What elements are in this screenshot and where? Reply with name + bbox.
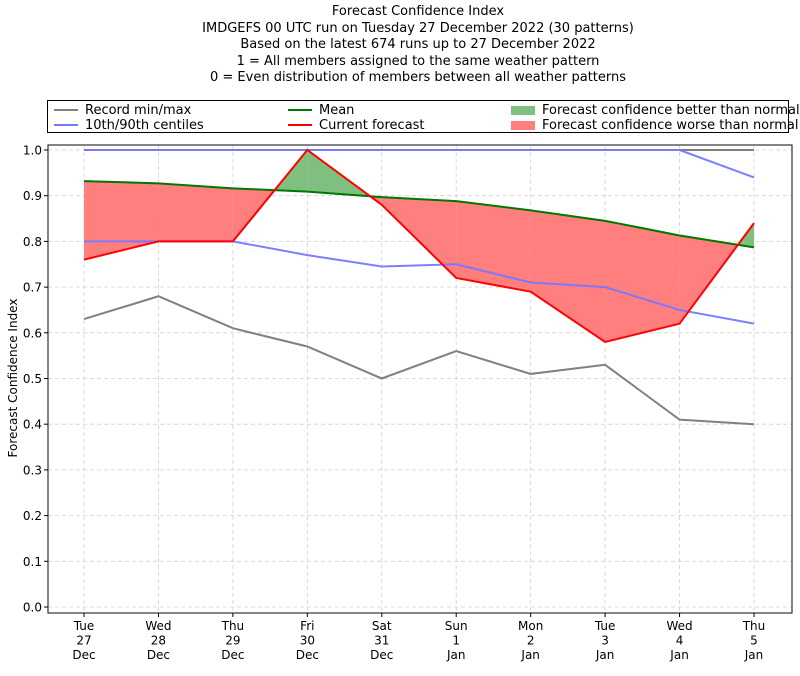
chart-subtitle-4: 0 = Even distribution of members between… <box>209 70 627 85</box>
legend-swatch-centiles <box>54 124 78 126</box>
x-tick-label: Thu <box>742 619 766 633</box>
legend-label-centiles: 10th/90th centiles <box>85 117 204 133</box>
x-tick-label: 29 <box>225 634 240 648</box>
y-tick-label: 0.4 <box>23 418 42 432</box>
chart-title-block: Forecast Confidence Index IMDGEFS 00 UTC… <box>0 4 800 87</box>
x-tick-label: 2 <box>527 634 535 648</box>
legend-item-worse: Forecast confidence worse than normal <box>511 117 799 133</box>
x-tick-label: 1 <box>452 634 460 648</box>
fill-areas <box>84 150 754 342</box>
legend: Record min/max 10th/90th centiles Mean C… <box>47 100 800 133</box>
x-tick-label: Jan <box>446 648 466 662</box>
x-tick-label: Sun <box>445 619 468 633</box>
x-tick-label: Sat <box>372 619 392 633</box>
legend-label-worse: Forecast confidence worse than normal <box>542 117 799 133</box>
y-tick-label: 1.0 <box>23 144 42 158</box>
y-axis-label: Forecast Confidence Index <box>6 299 20 458</box>
x-tick-label: Jan <box>744 648 764 662</box>
legend-swatch-better <box>511 105 535 115</box>
legend-swatch-record <box>54 109 78 111</box>
fill-worse-segment <box>605 220 680 342</box>
series-line-90th-centile <box>84 149 755 179</box>
legend-swatch-worse <box>511 120 535 130</box>
y-tick-label: 0.1 <box>23 555 42 569</box>
chart-subtitle-3: 1 = All members assigned to the same wea… <box>236 53 600 69</box>
axes: 0.00.10.20.30.40.50.60.70.80.91.0Tue27De… <box>23 144 765 663</box>
x-tick-label: Dec <box>296 648 319 662</box>
x-tick-label: 31 <box>374 634 389 648</box>
fill-worse-segment <box>84 181 159 260</box>
legend-label-current: Current forecast <box>319 117 425 133</box>
legend-item-better: Forecast confidence better than normal <box>511 102 800 118</box>
legend-item-centiles: 10th/90th centiles <box>54 117 204 133</box>
x-tick-label: 28 <box>151 634 166 648</box>
series-line-record-min <box>83 295 755 426</box>
y-tick-label: 0.5 <box>23 372 42 386</box>
x-tick-label: Dec <box>370 648 393 662</box>
x-tick-label: Tue <box>73 619 95 633</box>
x-tick-label: 27 <box>76 634 91 648</box>
y-tick-label: 0.3 <box>23 463 42 477</box>
x-tick-label: Dec <box>221 648 244 662</box>
x-tick-label: 4 <box>676 634 684 648</box>
x-tick-label: Fri <box>300 619 314 633</box>
x-tick-label: Tue <box>594 619 616 633</box>
x-tick-label: 30 <box>300 634 315 648</box>
x-tick-label: Dec <box>147 648 170 662</box>
legend-label-record: Record min/max <box>85 102 192 118</box>
y-tick-label: 0.0 <box>23 601 42 615</box>
x-tick-label: Dec <box>72 648 95 662</box>
series-lines <box>83 148 755 426</box>
y-tick-label: 0.6 <box>23 326 42 340</box>
x-tick-label: Thu <box>221 619 245 633</box>
x-tick-label: Wed <box>666 619 692 633</box>
fill-worse-segment <box>381 197 457 278</box>
x-tick-label: Jan <box>669 648 689 662</box>
fill-worse-segment <box>456 201 531 292</box>
series-line-mean <box>83 180 755 249</box>
y-tick-label: 0.8 <box>23 235 42 249</box>
legend-label-mean: Mean <box>319 102 355 118</box>
x-tick-label: 3 <box>601 634 609 648</box>
legend-item-current: Current forecast <box>288 117 425 133</box>
legend-item-record: Record min/max <box>54 102 191 118</box>
chart-subtitle-2: Based on the latest 674 runs up to 27 De… <box>240 37 596 52</box>
fill-worse-segment <box>530 210 606 342</box>
fill-worse-segment <box>679 235 738 324</box>
legend-label-better: Forecast confidence better than normal <box>542 102 800 118</box>
fill-worse-segment <box>158 183 233 242</box>
y-tick-label: 0.9 <box>23 189 42 203</box>
chart-title: Forecast Confidence Index <box>331 4 505 19</box>
chart-subtitle-1: IMDGEFS 00 UTC run on Tuesday 27 Decembe… <box>202 20 634 36</box>
legend-swatch-current <box>288 124 312 126</box>
x-tick-label: 5 <box>750 634 758 648</box>
x-tick-label: Wed <box>145 619 171 633</box>
y-tick-label: 0.7 <box>23 281 42 295</box>
x-tick-label: Jan <box>595 648 615 662</box>
series-line-current-forecast <box>83 148 755 344</box>
x-tick-label: Jan <box>520 648 540 662</box>
x-tick-label: Mon <box>518 619 543 633</box>
legend-item-mean: Mean <box>288 102 354 118</box>
legend-swatch-mean <box>288 109 312 111</box>
y-tick-label: 0.2 <box>23 509 42 523</box>
